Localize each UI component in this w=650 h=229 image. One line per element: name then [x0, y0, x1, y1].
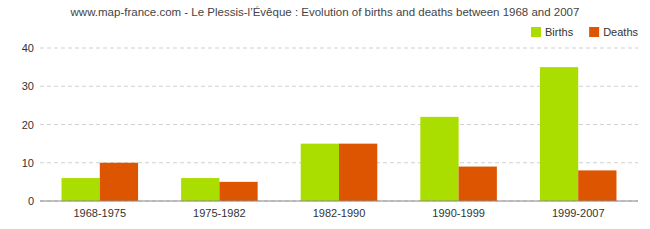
bar [420, 117, 458, 201]
bar [578, 170, 616, 201]
bar [339, 144, 377, 201]
bar [62, 178, 100, 201]
chart-container: www.map-france.com - Le Plessis-l’Évêque… [0, 0, 650, 229]
grid-line [40, 201, 638, 202]
legend-label: Births [545, 26, 574, 38]
bar [219, 182, 257, 201]
legend-label: Deaths [603, 26, 638, 38]
y-tick-label: 30 [22, 80, 34, 92]
legend-item: Deaths [589, 26, 638, 38]
x-tick-label: 1999-2007 [552, 207, 605, 219]
bar [540, 67, 578, 201]
x-tick-label: 1982-1990 [313, 207, 366, 219]
bar [100, 163, 138, 201]
y-tick-label: 20 [22, 119, 34, 131]
legend-swatch [589, 27, 599, 37]
bars [62, 67, 617, 201]
x-tick-label: 1990-1999 [432, 207, 485, 219]
y-tick-label: 10 [22, 157, 34, 169]
x-tick-label: 1975-1982 [193, 207, 246, 219]
x-axis-line [40, 201, 638, 202]
y-tick-label: 40 [22, 42, 34, 54]
x-tick-label: 1968-1975 [73, 207, 126, 219]
grid-line [40, 48, 638, 49]
bar [181, 178, 219, 201]
bar [459, 167, 497, 201]
legend: Births Deaths [531, 26, 638, 38]
chart-svg: www.map-france.com - Le Plessis-l’Évêque… [0, 0, 650, 229]
y-tick-label: 0 [28, 195, 34, 207]
legend-item: Births [531, 26, 574, 38]
title: www.map-france.com - Le Plessis-l’Évêque… [70, 6, 580, 18]
legend-swatch [531, 27, 541, 37]
bar [301, 144, 339, 201]
